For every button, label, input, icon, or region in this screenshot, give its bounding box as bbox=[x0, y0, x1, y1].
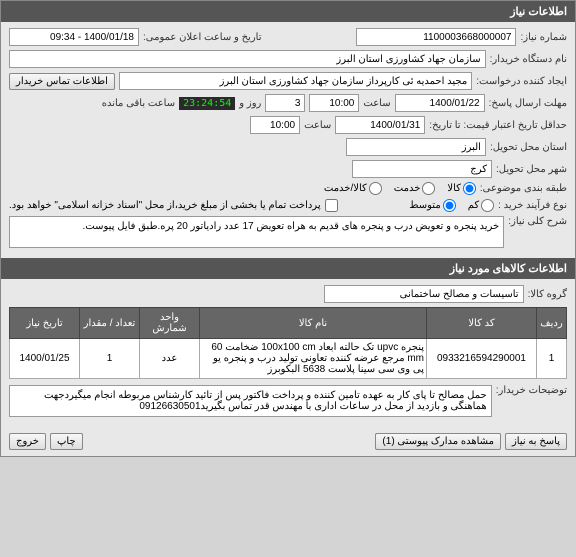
radio-mid[interactable] bbox=[443, 199, 456, 212]
cell-qty: 1 bbox=[80, 339, 140, 379]
group-label: گروه کالا: bbox=[528, 289, 567, 300]
category-label: طبقه بندی موضوعی: bbox=[480, 183, 567, 194]
col-qty: تعداد / مقدار bbox=[80, 308, 140, 339]
category-radio-group: کالا خدمت کالا/خدمت bbox=[324, 182, 476, 195]
panel-title: اطلاعات نیاز bbox=[1, 1, 575, 22]
city-label: شهر محل تحویل: bbox=[496, 164, 567, 175]
process-label: نوع فرآیند خرید : bbox=[498, 200, 567, 211]
table-row[interactable]: 1 0933216594290001 پنجره upvc تک حالته ا… bbox=[10, 339, 567, 379]
creator-label: ایجاد کننده درخواست: bbox=[476, 76, 567, 87]
buyer-note-textbox: حمل مصالح تا پای کار به عهده تامین کننده… bbox=[9, 385, 492, 417]
radio-low[interactable] bbox=[481, 199, 494, 212]
payment-checkbox[interactable] bbox=[325, 199, 338, 212]
attachments-button[interactable]: مشاهده مدارک پیوستی (1) bbox=[375, 433, 501, 450]
desc-label: شرح کلی نیاز: bbox=[508, 216, 567, 227]
radio-low-label: کم bbox=[468, 200, 479, 211]
col-date: تاریخ نیاز bbox=[10, 308, 80, 339]
time-label-2: ساعت bbox=[304, 120, 331, 131]
countdown-timer: 23:24:54 bbox=[179, 97, 235, 110]
buyer-note-label: توضیحات خریدار: bbox=[496, 385, 567, 396]
time-label-1: ساعت bbox=[363, 98, 390, 109]
org-field: سازمان جهاد کشاورزی استان البرز bbox=[9, 50, 486, 68]
org-label: نام دستگاه خریدار: bbox=[490, 54, 567, 65]
deadline-time-field: 10:00 bbox=[309, 94, 359, 112]
radio-service[interactable] bbox=[422, 182, 435, 195]
cell-unit: عدد bbox=[140, 339, 200, 379]
contact-buyer-button[interactable]: اطلاعات تماس خریدار bbox=[9, 73, 115, 90]
radio-goods[interactable] bbox=[463, 182, 476, 195]
province-label: استان محل تحویل: bbox=[490, 142, 567, 153]
days-field: 3 bbox=[265, 94, 305, 112]
deadline-label: مهلت ارسال پاسخ: bbox=[489, 98, 567, 109]
desc-textbox: خرید پنجره و تعویض درب و پنجره های قدیم … bbox=[9, 216, 504, 248]
footer-toolbar: پاسخ به نیاز مشاهده مدارک پیوستی (1) چاپ… bbox=[1, 427, 575, 456]
col-name: نام کالا bbox=[200, 308, 427, 339]
announce-field: 1400/01/18 - 09:34 bbox=[9, 28, 139, 46]
reply-button[interactable]: پاسخ به نیاز bbox=[505, 433, 567, 450]
col-row: ردیف bbox=[537, 308, 567, 339]
province-field: البرز bbox=[346, 138, 486, 156]
print-button[interactable]: چاپ bbox=[50, 433, 83, 450]
city-field: کرج bbox=[352, 160, 492, 178]
col-unit: واحد شمارش bbox=[140, 308, 200, 339]
radio-goods-label: کالا bbox=[447, 183, 461, 194]
need-number-field: 1100003668000007 bbox=[356, 28, 516, 46]
deadline-date-field: 1400/01/22 bbox=[395, 94, 485, 112]
announce-label: تاریخ و ساعت اعلان عمومی: bbox=[143, 32, 262, 43]
payment-note-label: پرداخت تمام یا بخشی از مبلغ خرید،از محل … bbox=[9, 200, 321, 211]
radio-service-label: خدمت bbox=[394, 183, 421, 194]
days-label: روز و bbox=[239, 98, 261, 109]
group-field: تاسیسات و مصالح ساختمانی bbox=[324, 285, 524, 303]
radio-goods-service[interactable] bbox=[369, 182, 382, 195]
cell-name: پنجره upvc تک حالته ابعاد 100x100 cm ضخا… bbox=[200, 339, 427, 379]
need-number-label: شماره نیاز: bbox=[520, 32, 567, 43]
radio-goods-service-label: کالا/خدمت bbox=[324, 183, 367, 194]
validity-date-field: 1400/01/31 bbox=[335, 116, 425, 134]
radio-mid-label: متوسط bbox=[409, 200, 440, 211]
items-table: ردیف کد کالا نام کالا واحد شمارش تعداد /… bbox=[9, 307, 567, 379]
cell-idx: 1 bbox=[537, 339, 567, 379]
validity-label: حداقل تاریخ اعتبار قیمت: تا تاریخ: bbox=[429, 120, 567, 131]
cell-date: 1400/01/25 bbox=[10, 339, 80, 379]
cell-code: 0933216594290001 bbox=[427, 339, 537, 379]
validity-time-field: 10:00 bbox=[250, 116, 300, 134]
remaining-label: ساعت باقی مانده bbox=[102, 98, 175, 109]
col-code: کد کالا bbox=[427, 308, 537, 339]
process-radio-group: کم متوسط bbox=[409, 199, 494, 212]
exit-button[interactable]: خروج bbox=[9, 433, 46, 450]
creator-field: مجید احمدیه ئی کارپرداز سازمان جهاد کشاو… bbox=[119, 72, 472, 90]
items-section-title: اطلاعات کالاهای مورد نیاز bbox=[1, 258, 575, 279]
